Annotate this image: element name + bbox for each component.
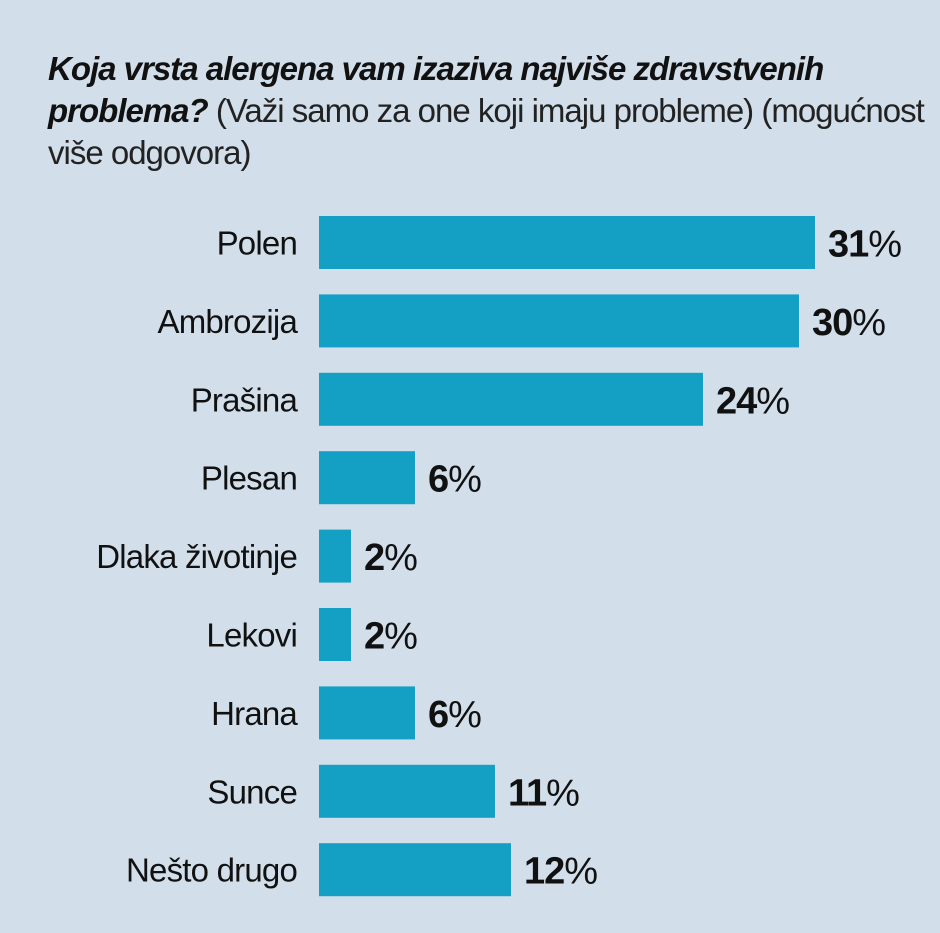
bar-row-hrana: Hrana 6% <box>211 686 482 740</box>
bar-row-plesan: Plesan 6% <box>201 451 482 505</box>
value-label-polen: 31% <box>828 224 901 266</box>
bar-sunce <box>319 764 495 818</box>
chart-title-question: Koja vrsta alergena vam izaziva najviše … <box>48 50 824 129</box>
bar-plesan <box>319 451 415 505</box>
value-label-plesan: 6% <box>428 459 481 501</box>
value-label-nesto-drugo: 12% <box>524 851 597 893</box>
bar-row-ambrozija: Ambrozija 30% <box>157 294 886 348</box>
chart-title-note: (Važi samo za one koji imaju probleme) (… <box>48 92 925 171</box>
category-label-dlaka-zivotinje: Dlaka životinje <box>96 538 297 575</box>
bar-prasina <box>319 372 703 426</box>
category-label-ambrozija: Ambrozija <box>157 303 298 340</box>
bar-row-nesto-drugo: Nešto drugo 12% <box>126 843 598 897</box>
value-label-lekovi: 2% <box>364 616 417 658</box>
category-label-lekovi: Lekovi <box>206 617 297 654</box>
bar-dlaka-zivotinje <box>319 529 351 583</box>
bar-ambrozija <box>319 294 799 348</box>
bar-row-sunce: Sunce 11% <box>207 764 580 818</box>
value-label-prasina: 24% <box>716 380 789 422</box>
value-label-ambrozija: 30% <box>812 302 885 344</box>
category-label-plesan: Plesan <box>201 460 297 497</box>
bar-row-polen: Polen 31% <box>217 216 902 269</box>
value-label-dlaka-zivotinje: 2% <box>364 537 417 579</box>
bar-nesto-drugo <box>319 843 511 897</box>
bar-row-dlaka-zivotinje: Dlaka životinje 2% <box>96 529 418 583</box>
category-label-sunce: Sunce <box>207 773 297 810</box>
category-label-hrana: Hrana <box>211 695 298 732</box>
category-label-nesto-drugo: Nešto drugo <box>126 852 297 889</box>
value-label-hrana: 6% <box>428 694 481 736</box>
bar-hrana <box>319 686 415 740</box>
bar-polen <box>319 216 815 269</box>
category-label-polen: Polen <box>217 225 297 262</box>
category-label-prasina: Prašina <box>191 381 299 418</box>
value-label-sunce: 11% <box>508 772 579 814</box>
bar-lekovi <box>319 608 351 661</box>
bar-row-lekovi: Lekovi 2% <box>206 608 418 661</box>
chart-title: Koja vrsta alergena vam izaziva najviše … <box>48 48 928 174</box>
bar-row-prasina: Prašina 24% <box>191 372 790 426</box>
